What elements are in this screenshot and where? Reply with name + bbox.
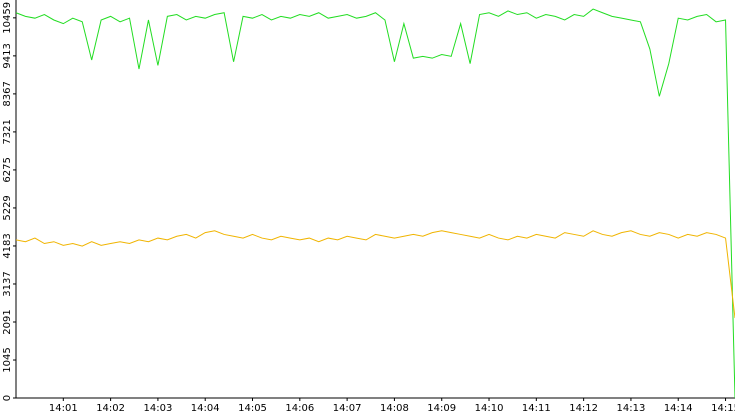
x-tick-label: 14:09 [427, 403, 456, 414]
y-tick-label: 6275 [2, 157, 13, 182]
x-tick-label: 14:05 [238, 403, 267, 414]
x-tick-label: 14:12 [569, 403, 598, 414]
y-tick-label: 5229 [2, 195, 13, 220]
x-tick-label: 14:02 [96, 403, 125, 414]
x-tick-label: 14:04 [191, 403, 220, 414]
series-line [15, 8, 735, 399]
y-tick-label: 0 [2, 395, 13, 401]
x-tick-label: 14:11 [522, 403, 551, 414]
x-tick-label: 14:15 [711, 403, 735, 414]
y-tick-label: 7321 [2, 119, 13, 144]
y-tick-label: 3137 [2, 271, 13, 296]
x-tick-label: 14:07 [333, 403, 362, 414]
x-tick-label: 14:01 [49, 403, 78, 414]
y-tick-label: 1045 [2, 347, 13, 372]
y-tick-label: 8367 [2, 81, 13, 106]
x-tick-label: 14:08 [380, 403, 409, 414]
y-tick-label: 9413 [2, 43, 13, 68]
y-tick-label: 10459 [2, 2, 13, 34]
x-tick-label: 14:10 [475, 403, 504, 414]
y-tick-label: 4183 [2, 233, 13, 258]
x-tick-label: 14:06 [285, 403, 314, 414]
x-tick-label: 14:13 [617, 403, 646, 414]
x-tick-label: 14:14 [664, 403, 693, 414]
series-line [15, 230, 735, 319]
x-tick-label: 14:03 [143, 403, 172, 414]
y-tick-label: 2091 [2, 309, 13, 334]
